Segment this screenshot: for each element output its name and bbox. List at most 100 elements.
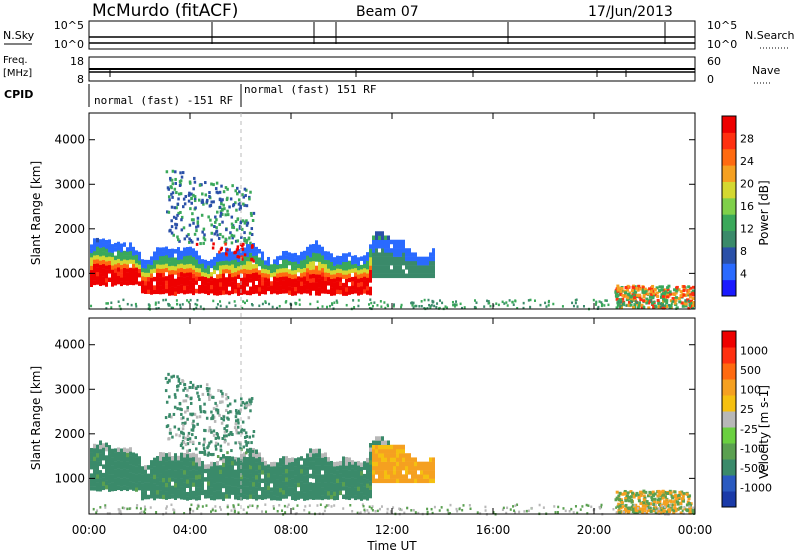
heatmap-cell: [220, 417, 223, 421]
heatmap-cell: [238, 224, 242, 228]
heatmap-cell: [300, 473, 303, 478]
heatmap-cell: [102, 259, 105, 265]
heatmap-cell: [172, 412, 176, 416]
heatmap-cell: [414, 465, 417, 471]
heatmap-cell: [687, 299, 690, 303]
heatmap-cell: [243, 486, 246, 491]
heatmap-cell: [222, 458, 225, 463]
heatmap-cell: [354, 474, 357, 479]
heatmap-cell: [351, 255, 354, 261]
heatmap-cell: [249, 265, 252, 270]
heatmap-cell: [339, 477, 342, 483]
heatmap-cell: [213, 478, 216, 484]
heatmap-cell: [211, 246, 215, 250]
heatmap-cell: [690, 301, 693, 305]
heatmap-cell: [249, 190, 252, 194]
heatmap-cell: [238, 190, 241, 194]
heatmap-cell: [353, 305, 356, 309]
heatmap-cell: [318, 474, 321, 479]
heatmap-cell: [129, 242, 132, 247]
heatmap-cell: [181, 379, 184, 383]
heatmap-cell: [156, 477, 159, 482]
heatmap-cell: [225, 260, 228, 265]
heatmap-cell: [183, 256, 186, 261]
heatmap-cell: [273, 267, 276, 273]
heatmap-cell: [525, 509, 528, 513]
heatmap-cell: [682, 499, 686, 503]
heatmap-cell: [318, 244, 321, 250]
heatmap-cell: [579, 508, 582, 511]
heatmap-cell: [228, 252, 231, 258]
heatmap-cell: [402, 444, 405, 450]
heatmap-cell: [193, 176, 196, 180]
heatmap-cell: [183, 277, 186, 282]
heatmap-cell: [231, 285, 234, 290]
heatmap-cell: [204, 285, 207, 290]
y-tick-label: 2000: [54, 427, 85, 441]
heatmap-cell: [375, 265, 378, 270]
heatmap-cell: [336, 289, 339, 295]
heatmap-cell: [227, 442, 230, 446]
heatmap-cell: [309, 494, 312, 500]
y-tick-label: 3000: [54, 382, 85, 396]
heatmap-cell: [96, 444, 99, 450]
heatmap-cell: [207, 468, 210, 473]
heatmap-cell: [108, 243, 111, 249]
heatmap-cell: [165, 400, 169, 404]
heatmap-cell: [162, 251, 165, 257]
heatmap-cell: [315, 248, 318, 254]
heatmap-cell: [156, 489, 159, 495]
heatmap-cell: [162, 465, 165, 470]
heatmap-cell: [318, 257, 321, 262]
heatmap-cell: [631, 305, 635, 309]
heatmap-cell: [241, 247, 244, 251]
heatmap-cell: [114, 473, 117, 479]
heatmap-cell: [117, 472, 120, 478]
heatmap-cell: [366, 269, 369, 274]
colorbar-tick-label: -1000: [740, 481, 772, 494]
heatmap-cell: [309, 282, 312, 288]
heatmap-cell: [245, 435, 249, 439]
heatmap-cell: [149, 506, 152, 509]
heatmap-cell: [411, 478, 414, 484]
heatmap-cell: [204, 489, 207, 495]
heatmap-cell: [192, 248, 195, 253]
heatmap-cell: [111, 282, 114, 287]
heatmap-cell: [368, 306, 371, 310]
heatmap-cell: [431, 511, 434, 515]
heatmap-cell: [252, 469, 255, 474]
heatmap-cell: [243, 490, 246, 495]
heatmap-cell: [330, 465, 333, 470]
heatmap-cell: [363, 478, 366, 483]
heatmap-cell: [221, 437, 224, 441]
heatmap-cell: [487, 300, 490, 303]
heatmap-cell: [300, 264, 303, 269]
heatmap-cell: [114, 461, 117, 466]
heatmap-cell: [677, 288, 681, 292]
heatmap-cell: [303, 250, 306, 256]
heatmap-cell: [216, 282, 219, 288]
heatmap-cell: [330, 460, 333, 466]
heatmap-cell: [198, 259, 201, 265]
heatmap-cell: [691, 297, 695, 301]
heatmap-cell: [321, 246, 324, 252]
heatmap-cell: [312, 461, 315, 467]
heatmap-cell: [327, 259, 330, 265]
heatmap-cell: [177, 485, 180, 490]
heatmap-cell: [203, 238, 207, 242]
heatmap-cell: [386, 511, 389, 514]
heatmap-cell: [644, 300, 648, 304]
heatmap-cell: [108, 487, 111, 492]
heatmap-cell: [648, 490, 652, 494]
heatmap-cell: [162, 260, 165, 265]
heatmap-cell: [345, 465, 348, 470]
heatmap-cell: [514, 299, 517, 302]
heatmap-cell: [144, 494, 147, 500]
heatmap-cell: [677, 493, 681, 497]
heatmap-cell: [615, 496, 619, 500]
heatmap-cell: [222, 496, 225, 501]
heatmap-cell: [119, 510, 122, 513]
heatmap-cell: [233, 300, 236, 303]
heatmap-cell: [306, 272, 309, 277]
heatmap-cell: [180, 412, 183, 416]
